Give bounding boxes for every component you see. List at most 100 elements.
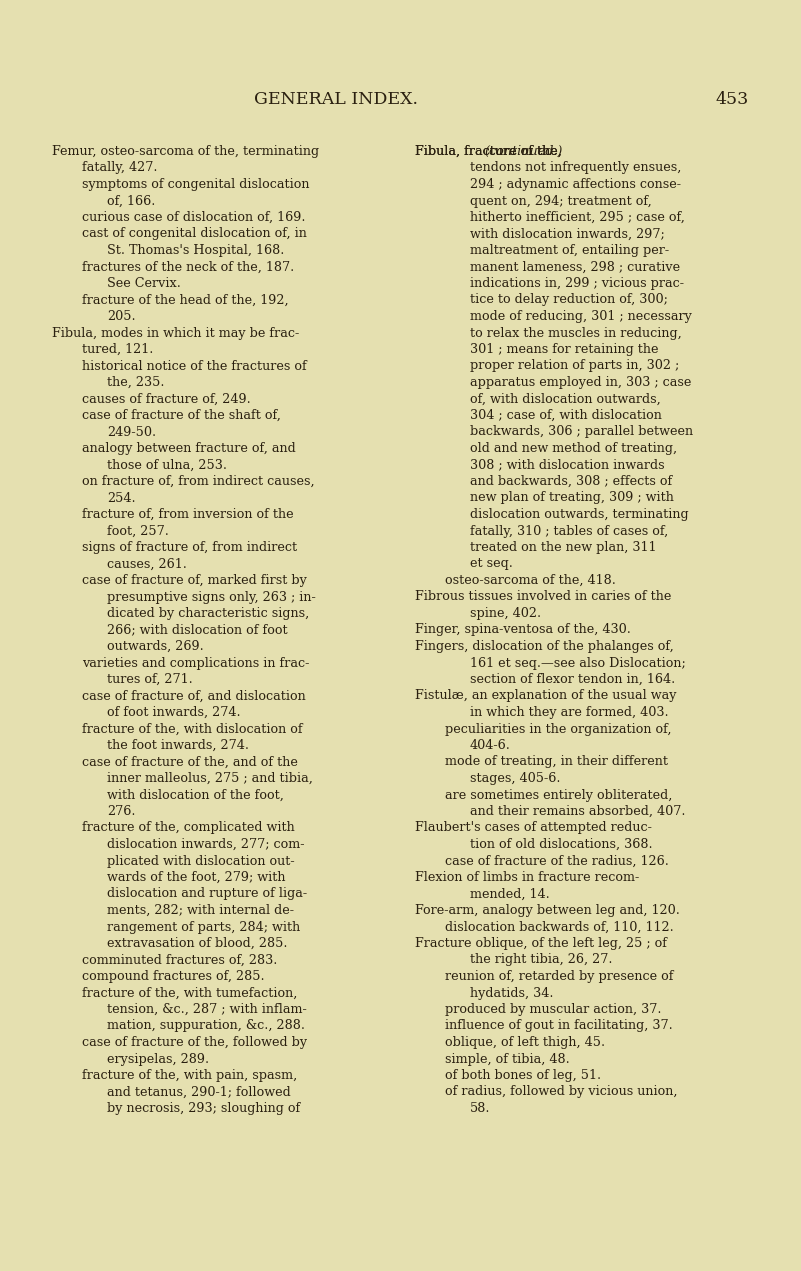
- Text: Fingers, dislocation of the phalanges of,: Fingers, dislocation of the phalanges of…: [415, 641, 674, 653]
- Text: See Cervix.: See Cervix.: [107, 277, 181, 290]
- Text: ments, 282; with internal de-: ments, 282; with internal de-: [107, 904, 294, 916]
- Text: oblique, of left thigh, 45.: oblique, of left thigh, 45.: [445, 1036, 605, 1049]
- Text: section of flexor tendon in, 164.: section of flexor tendon in, 164.: [470, 674, 675, 686]
- Text: causes of fracture of, 249.: causes of fracture of, 249.: [82, 393, 251, 405]
- Text: peculiarities in the organization of,: peculiarities in the organization of,: [445, 722, 671, 736]
- Text: to relax the muscles in reducing,: to relax the muscles in reducing,: [470, 327, 682, 339]
- Text: Flexion of limbs in fracture recom-: Flexion of limbs in fracture recom-: [415, 871, 639, 885]
- Text: dislocation and rupture of liga-: dislocation and rupture of liga-: [107, 887, 307, 900]
- Text: with dislocation inwards, 297;: with dislocation inwards, 297;: [470, 228, 665, 240]
- Text: causes, 261.: causes, 261.: [107, 558, 187, 571]
- Text: on fracture of, from indirect causes,: on fracture of, from indirect causes,: [82, 475, 315, 488]
- Text: curious case of dislocation of, 169.: curious case of dislocation of, 169.: [82, 211, 305, 224]
- Text: 304 ; case of, with dislocation: 304 ; case of, with dislocation: [470, 409, 662, 422]
- Text: apparatus employed in, 303 ; case: apparatus employed in, 303 ; case: [470, 376, 691, 389]
- Text: quent on, 294; treatment of,: quent on, 294; treatment of,: [470, 194, 652, 207]
- Text: maltreatment of, entailing per-: maltreatment of, entailing per-: [470, 244, 669, 257]
- Text: of both bones of leg, 51.: of both bones of leg, 51.: [445, 1069, 601, 1082]
- Text: presumptive signs only, 263 ; in-: presumptive signs only, 263 ; in-: [107, 591, 316, 604]
- Text: dislocation inwards, 277; com-: dislocation inwards, 277; com-: [107, 838, 304, 852]
- Text: are sometimes entirely obliterated,: are sometimes entirely obliterated,: [445, 788, 672, 802]
- Text: by necrosis, 293; sloughing of: by necrosis, 293; sloughing of: [107, 1102, 300, 1115]
- Text: 301 ; means for retaining the: 301 ; means for retaining the: [470, 343, 658, 356]
- Text: with dislocation of the foot,: with dislocation of the foot,: [107, 788, 284, 802]
- Text: Fibula, fracture of the,: Fibula, fracture of the,: [415, 145, 566, 158]
- Text: compound fractures of, 285.: compound fractures of, 285.: [82, 970, 264, 982]
- Text: 404-6.: 404-6.: [470, 738, 511, 752]
- Text: influence of gout in facilitating, 37.: influence of gout in facilitating, 37.: [445, 1019, 673, 1032]
- Text: backwards, 306 ; parallel between: backwards, 306 ; parallel between: [470, 426, 693, 438]
- Text: signs of fracture of, from indirect: signs of fracture of, from indirect: [82, 541, 297, 554]
- Text: Fibula, fracture of the,: Fibula, fracture of the,: [415, 145, 566, 158]
- Text: GENERAL INDEX.: GENERAL INDEX.: [255, 92, 418, 108]
- Text: simple, of tibia, 48.: simple, of tibia, 48.: [445, 1052, 570, 1065]
- Text: reunion of, retarded by presence of: reunion of, retarded by presence of: [445, 970, 674, 982]
- Text: and their remains absorbed, 407.: and their remains absorbed, 407.: [470, 805, 686, 819]
- Text: case of fracture of, and dislocation: case of fracture of, and dislocation: [82, 689, 306, 703]
- Text: osteo-sarcoma of the, 418.: osteo-sarcoma of the, 418.: [445, 574, 616, 587]
- Text: 308 ; with dislocation inwards: 308 ; with dislocation inwards: [470, 459, 665, 472]
- Text: case of fracture of the radius, 126.: case of fracture of the radius, 126.: [445, 854, 669, 868]
- Text: inner malleolus, 275 ; and tibia,: inner malleolus, 275 ; and tibia,: [107, 771, 313, 785]
- Text: foot, 257.: foot, 257.: [107, 525, 169, 538]
- Text: mode of reducing, 301 ; necessary: mode of reducing, 301 ; necessary: [470, 310, 692, 323]
- Text: fracture of the, with dislocation of: fracture of the, with dislocation of: [82, 722, 303, 736]
- Text: 266; with dislocation of foot: 266; with dislocation of foot: [107, 624, 288, 637]
- Text: case of fracture of the, followed by: case of fracture of the, followed by: [82, 1036, 307, 1049]
- Text: hydatids, 34.: hydatids, 34.: [470, 986, 553, 999]
- Text: case of fracture of the shaft of,: case of fracture of the shaft of,: [82, 409, 281, 422]
- Text: dislocation outwards, terminating: dislocation outwards, terminating: [470, 508, 689, 521]
- Text: mation, suppuration, &c., 288.: mation, suppuration, &c., 288.: [107, 1019, 305, 1032]
- Text: manent lameness, 298 ; curative: manent lameness, 298 ; curative: [470, 261, 680, 273]
- Text: case of fracture of, marked first by: case of fracture of, marked first by: [82, 574, 307, 587]
- Text: rangement of parts, 284; with: rangement of parts, 284; with: [107, 920, 300, 933]
- Text: tion of old dislocations, 368.: tion of old dislocations, 368.: [470, 838, 653, 852]
- Text: the right tibia, 26, 27.: the right tibia, 26, 27.: [470, 953, 613, 966]
- Text: Finger, spina-ventosa of the, 430.: Finger, spina-ventosa of the, 430.: [415, 624, 631, 637]
- Text: of radius, followed by vicious union,: of radius, followed by vicious union,: [445, 1085, 678, 1098]
- Text: proper relation of parts in, 302 ;: proper relation of parts in, 302 ;: [470, 360, 679, 372]
- Text: tured, 121.: tured, 121.: [82, 343, 153, 356]
- Text: St. Thomas's Hospital, 168.: St. Thomas's Hospital, 168.: [107, 244, 284, 257]
- Text: erysipelas, 289.: erysipelas, 289.: [107, 1052, 209, 1065]
- Text: the foot inwards, 274.: the foot inwards, 274.: [107, 738, 249, 752]
- Text: dislocation backwards of, 110, 112.: dislocation backwards of, 110, 112.: [445, 920, 674, 933]
- Text: Fibula, modes in which it may be frac-: Fibula, modes in which it may be frac-: [52, 327, 300, 339]
- Text: cast of congenital dislocation of, in: cast of congenital dislocation of, in: [82, 228, 307, 240]
- Text: mended, 14.: mended, 14.: [470, 887, 549, 900]
- Text: fracture of the, with pain, spasm,: fracture of the, with pain, spasm,: [82, 1069, 297, 1082]
- Text: and tetanus, 290-1; followed: and tetanus, 290-1; followed: [107, 1085, 291, 1098]
- Text: tendons not infrequently ensues,: tendons not infrequently ensues,: [470, 161, 682, 174]
- Text: dicated by characteristic signs,: dicated by characteristic signs,: [107, 608, 309, 620]
- Text: wards of the foot, 279; with: wards of the foot, 279; with: [107, 871, 285, 885]
- Text: 58.: 58.: [470, 1102, 490, 1115]
- Text: tice to delay reduction of, 300;: tice to delay reduction of, 300;: [470, 294, 668, 306]
- Text: analogy between fracture of, and: analogy between fracture of, and: [82, 442, 296, 455]
- Text: 249-50.: 249-50.: [107, 426, 156, 438]
- Text: mode of treating, in their different: mode of treating, in their different: [445, 755, 668, 769]
- Text: fracture of the head of the, 192,: fracture of the head of the, 192,: [82, 294, 288, 306]
- Text: Fore-arm, analogy between leg and, 120.: Fore-arm, analogy between leg and, 120.: [415, 904, 680, 916]
- Text: varieties and complications in frac-: varieties and complications in frac-: [82, 657, 309, 670]
- Text: Fibrous tissues involved in caries of the: Fibrous tissues involved in caries of th…: [415, 591, 671, 604]
- Text: fractures of the neck of the, 187.: fractures of the neck of the, 187.: [82, 261, 294, 273]
- Text: spine, 402.: spine, 402.: [470, 608, 541, 620]
- Text: (continued.): (continued.): [485, 145, 563, 158]
- Text: tension, &c., 287 ; with inflam-: tension, &c., 287 ; with inflam-: [107, 1003, 307, 1016]
- Text: outwards, 269.: outwards, 269.: [107, 641, 203, 653]
- Text: fatally, 310 ; tables of cases of,: fatally, 310 ; tables of cases of,: [470, 525, 668, 538]
- Text: case of fracture of the, and of the: case of fracture of the, and of the: [82, 755, 298, 769]
- Text: symptoms of congenital dislocation: symptoms of congenital dislocation: [82, 178, 309, 191]
- Text: et seq.: et seq.: [470, 558, 513, 571]
- Text: and backwards, 308 ; effects of: and backwards, 308 ; effects of: [470, 475, 672, 488]
- Text: fatally, 427.: fatally, 427.: [82, 161, 158, 174]
- Text: indications in, 299 ; vicious prac-: indications in, 299 ; vicious prac-: [470, 277, 684, 290]
- Text: new plan of treating, 309 ; with: new plan of treating, 309 ; with: [470, 492, 674, 505]
- Text: fracture of the, with tumefaction,: fracture of the, with tumefaction,: [82, 986, 297, 999]
- Text: 161 et seq.—see also Dislocation;: 161 et seq.—see also Dislocation;: [470, 657, 686, 670]
- Text: old and new method of treating,: old and new method of treating,: [470, 442, 677, 455]
- Text: of foot inwards, 274.: of foot inwards, 274.: [107, 705, 240, 719]
- Text: Fistulæ, an explanation of the usual way: Fistulæ, an explanation of the usual way: [415, 689, 677, 703]
- Text: 276.: 276.: [107, 805, 135, 819]
- Text: Flaubert's cases of attempted reduc-: Flaubert's cases of attempted reduc-: [415, 821, 652, 835]
